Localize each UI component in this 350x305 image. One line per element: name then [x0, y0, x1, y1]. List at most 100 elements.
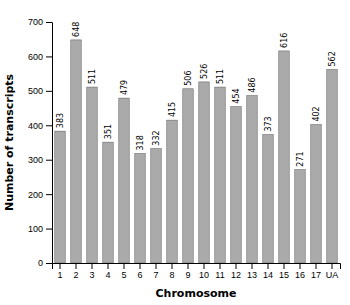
x-tick-mark: [332, 263, 333, 269]
x-axis-title: Chromosome: [156, 287, 237, 300]
chart-container: 1234567891011121314151617UA0100200300400…: [0, 0, 350, 305]
data-label: 318: [136, 135, 145, 150]
x-tick-mark: [316, 263, 317, 269]
x-tick-mark: [236, 263, 237, 269]
x-tick: 8: [169, 263, 174, 280]
y-tick-label: 100: [28, 224, 43, 234]
bar: [327, 70, 337, 263]
bar: [295, 170, 305, 263]
y-tick-mark: [46, 263, 52, 264]
x-tick-mark: [124, 263, 125, 269]
x-tick: 15: [279, 263, 289, 280]
y-tick-mark: [46, 91, 52, 92]
bar: [103, 142, 113, 263]
y-tick-label: 500: [28, 86, 43, 96]
bar: [135, 154, 145, 263]
x-tick: 6: [137, 263, 142, 280]
y-tick-mark: [46, 229, 52, 230]
x-tick-label: 5: [121, 270, 126, 280]
x-tick-label: UA: [326, 270, 339, 280]
x-tick: 4: [105, 263, 110, 280]
x-tick-label: 8: [169, 270, 174, 280]
bar: [183, 89, 193, 263]
x-tick-label: 16: [295, 270, 305, 280]
x-tick-label: 14: [263, 270, 273, 280]
y-axis: 0 100 200 300 400 500 600 700: [28, 17, 53, 268]
data-label: 616: [280, 33, 289, 48]
x-tick-label: 2: [73, 270, 78, 280]
x-tick-label: 12: [231, 270, 241, 280]
x-tick-mark: [300, 263, 301, 269]
data-label: 454: [232, 88, 241, 103]
bar: [167, 120, 177, 263]
x-tick-mark: [252, 263, 253, 269]
x-tick-label: 4: [105, 270, 110, 280]
y-tick: 500: [28, 86, 52, 96]
y-tick: 300: [28, 155, 52, 165]
x-tick-label: 3: [89, 270, 94, 280]
y-tick-label: 600: [28, 52, 43, 62]
y-tick-label: 700: [28, 17, 43, 27]
data-label: 526: [200, 64, 209, 79]
data-labels: 3836485113514793183324155065265114544863…: [56, 22, 337, 167]
x-tick-label: 17: [311, 270, 321, 280]
x-tick: 2: [73, 263, 78, 280]
y-tick-mark: [46, 56, 52, 57]
x-tick: 13: [247, 263, 257, 280]
y-tick-mark: [46, 22, 52, 23]
chart: 1234567891011121314151617UA0100200300400…: [0, 0, 350, 305]
x-tick-mark: [156, 263, 157, 269]
y-tick-mark: [46, 194, 52, 195]
x-tick-label: 15: [279, 270, 289, 280]
x-tick: 14: [263, 263, 273, 280]
y-tick-label: 200: [28, 190, 43, 200]
x-tick-mark: [220, 263, 221, 269]
data-label: 351: [104, 124, 113, 139]
x-tick-label: 7: [153, 270, 158, 280]
x-tick-label: 10: [199, 270, 209, 280]
x-tick: 5: [121, 263, 126, 280]
data-label: 562: [328, 51, 337, 66]
data-label: 648: [72, 22, 81, 37]
x-tick-mark: [172, 263, 173, 269]
bar: [199, 82, 209, 263]
y-axis-line: [46, 23, 53, 264]
x-tick-mark: [60, 263, 61, 269]
y-tick: 100: [28, 224, 52, 234]
x-tick-label: 9: [185, 270, 190, 280]
bar: [119, 98, 129, 263]
y-tick: 0: [38, 258, 52, 268]
y-tick-label: 400: [28, 121, 43, 131]
plot-area: 1234567891011121314151617UA0100200300400…: [28, 17, 341, 280]
x-tick-mark: [268, 263, 269, 269]
bar: [311, 125, 321, 263]
data-label: 511: [88, 69, 97, 84]
x-tick: 11: [215, 263, 224, 280]
data-label: 402: [312, 106, 321, 121]
x-tick-mark: [92, 263, 93, 269]
data-label: 383: [56, 113, 65, 128]
bar: [71, 40, 81, 263]
data-label: 373: [264, 116, 273, 131]
x-axis: 1234567891011121314151617UA: [53, 263, 341, 280]
bar: [151, 149, 161, 263]
data-label: 332: [152, 130, 161, 145]
data-label: 511: [216, 69, 225, 84]
data-label: 415: [168, 102, 177, 117]
x-tick-mark: [76, 263, 77, 269]
x-tick: UA: [326, 263, 339, 280]
x-tick: 17: [311, 263, 321, 280]
y-tick-label: 0: [38, 258, 43, 268]
x-tick-label: 1: [57, 270, 62, 280]
x-tick-mark: [108, 263, 109, 269]
y-tick: 400: [28, 121, 52, 131]
bar: [87, 87, 97, 263]
x-tick: 7: [153, 263, 158, 280]
bar: [247, 96, 257, 263]
x-tick-mark: [140, 263, 141, 269]
bar: [215, 87, 225, 263]
x-axis-line: [53, 264, 341, 270]
data-label: 479: [120, 80, 129, 95]
x-tick: 10: [199, 263, 209, 280]
y-tick: 600: [28, 52, 52, 62]
